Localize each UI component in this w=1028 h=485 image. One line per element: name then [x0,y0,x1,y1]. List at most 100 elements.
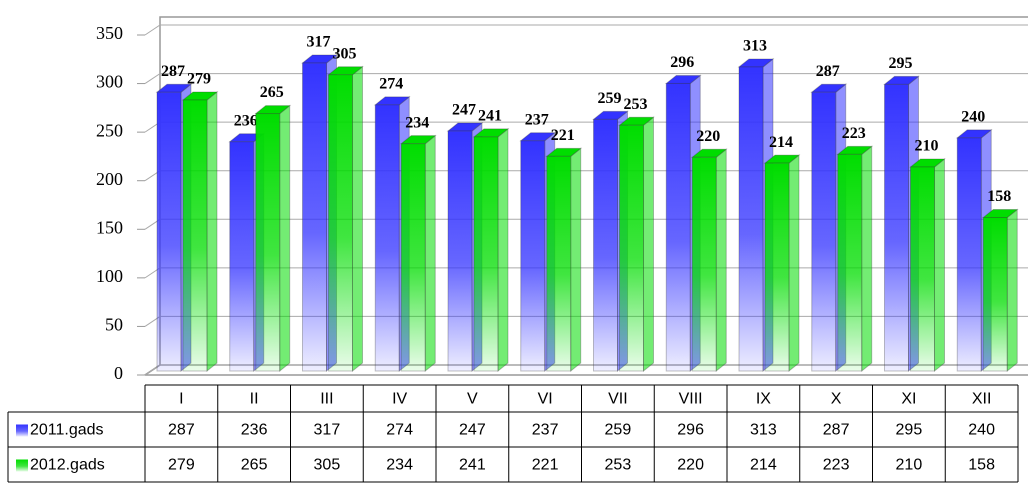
bar [982,217,1008,372]
x-tick-label: IX [756,391,771,408]
data-label: 234 [405,114,429,131]
x-tick-label: XI [901,391,916,408]
table-cell: 237 [532,422,559,439]
table-cell: 236 [241,422,268,439]
table-cell: 295 [896,422,923,439]
table-cell: 234 [386,457,413,474]
data-label: 253 [624,96,648,113]
bar-side [643,116,654,373]
bar [910,166,935,372]
y-tick-label: 100 [96,266,123,286]
bar-side [206,90,218,373]
table-cell: 305 [314,457,341,474]
data-label: 158 [987,188,1011,205]
data-label: 240 [961,109,985,126]
table-cell: 253 [605,457,632,474]
table-cell: 247 [459,422,486,439]
bar-side [715,148,727,373]
data-label: 265 [260,84,284,101]
bar [956,137,982,372]
table-cell: 223 [823,457,850,474]
bar [691,156,717,372]
bar [400,143,426,372]
data-label: 241 [478,108,502,125]
table-cell: 317 [314,422,341,439]
table-cell: 221 [532,457,559,474]
bar [884,83,909,372]
data-label: 223 [842,125,866,142]
bar [255,113,281,372]
bar-side [497,127,509,373]
y-tick-label: 250 [96,120,123,140]
table-cell: 241 [459,457,486,474]
table-cell: 296 [677,422,704,439]
bar [156,91,182,372]
x-tick-label: VII [608,391,628,408]
x-tick-label: IV [392,391,407,408]
legend-label: 2012.gads [30,457,105,474]
bar [473,136,499,372]
table-cell: 214 [750,457,777,474]
bar [328,74,353,372]
bar-side [934,157,945,373]
y-tick-label: 0 [114,363,123,383]
y-tick-label: 50 [105,315,123,335]
bar [546,155,572,372]
legend-swatch [16,459,28,472]
grid-line [144,73,1028,84]
x-tick-label: VI [538,391,553,408]
table-cell: 220 [677,457,704,474]
table-cell: 240 [968,422,995,439]
data-label: 317 [307,34,331,51]
bar-side [1006,208,1018,373]
data-label: 287 [161,63,185,80]
x-tick-label: V [467,391,478,408]
data-label: 287 [816,63,840,80]
data-label: 305 [333,45,357,62]
x-tick-label: VIII [679,391,703,408]
table-cell: 287 [168,422,195,439]
bar [182,99,208,372]
bar [738,66,764,372]
y-tick-label: 350 [96,23,123,43]
data-label: 296 [670,54,694,71]
data-label: 214 [769,134,793,151]
bar-side [788,154,800,373]
bar-side [861,145,873,373]
data-label: 274 [379,76,403,93]
bar [811,91,837,372]
bar-side [352,65,363,373]
table-cell: 265 [241,457,268,474]
data-label: 220 [696,128,720,145]
bar [447,130,473,372]
table-cell: 287 [823,422,850,439]
bar [302,62,327,372]
y-tick-label: 300 [96,72,123,92]
table-cell: 259 [605,422,632,439]
data-label: 279 [187,71,211,88]
x-tick-label: X [831,391,842,408]
bar [665,82,691,372]
bar-side [570,147,582,373]
x-tick-label: III [320,391,333,408]
data-label: 247 [452,102,476,119]
bar-side [424,134,436,373]
legend-swatch [16,424,28,437]
bar [593,118,618,372]
y-tick-label: 150 [96,217,123,237]
data-label: 210 [915,138,939,155]
x-tick-label: II [250,391,259,408]
bar-side [279,104,291,373]
table-cell: 274 [386,422,413,439]
table-cell: 158 [968,457,995,474]
data-label: 295 [889,55,913,72]
table-cell: 210 [896,457,923,474]
grid-line [144,24,1028,36]
bar [229,141,255,372]
y-tick-label: 200 [96,169,123,189]
data-label: 237 [525,111,549,128]
bar [837,153,863,372]
bar [764,162,790,372]
legend-label: 2011.gads [30,422,104,439]
